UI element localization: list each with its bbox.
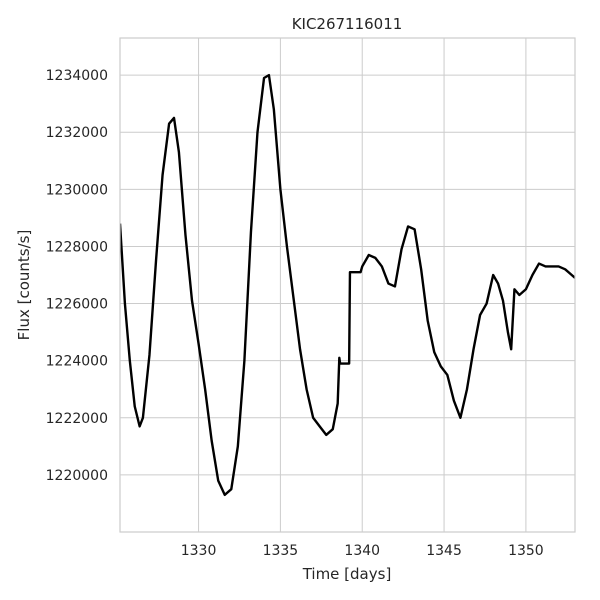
x-tick-label: 1345 [426, 543, 462, 559]
y-tick-label: 1226000 [46, 297, 108, 313]
x-axis-label: Time [days] [302, 565, 392, 583]
x-tick-labels: 1330 1335 1340 1345 1350 [181, 543, 544, 559]
x-tick-label: 1350 [508, 543, 544, 559]
x-tick-label: 1335 [263, 543, 299, 559]
y-tick-label: 1228000 [46, 239, 108, 255]
y-tick-label: 1222000 [46, 411, 108, 427]
y-tick-label: 1234000 [46, 68, 108, 84]
plot-frame [119, 37, 576, 533]
y-tick-label: 1230000 [46, 182, 108, 198]
x-tick-label: 1340 [344, 543, 380, 559]
y-tick-label: 1220000 [46, 468, 108, 484]
chart-title: KIC267116011 [292, 15, 403, 33]
y-axis-label: Flux [counts/s] [15, 230, 33, 341]
y-tick-label: 1232000 [46, 125, 108, 141]
y-tick-label: 1224000 [46, 354, 108, 370]
y-gridlines [120, 74, 575, 476]
plot-area [120, 73, 575, 497]
x-tick-label: 1330 [181, 543, 217, 559]
flux-series-line [120, 73, 575, 497]
y-tick-labels: 1220000 1222000 1224000 1226000 1228000 12300… [46, 68, 108, 484]
x-gridlines [198, 38, 527, 532]
